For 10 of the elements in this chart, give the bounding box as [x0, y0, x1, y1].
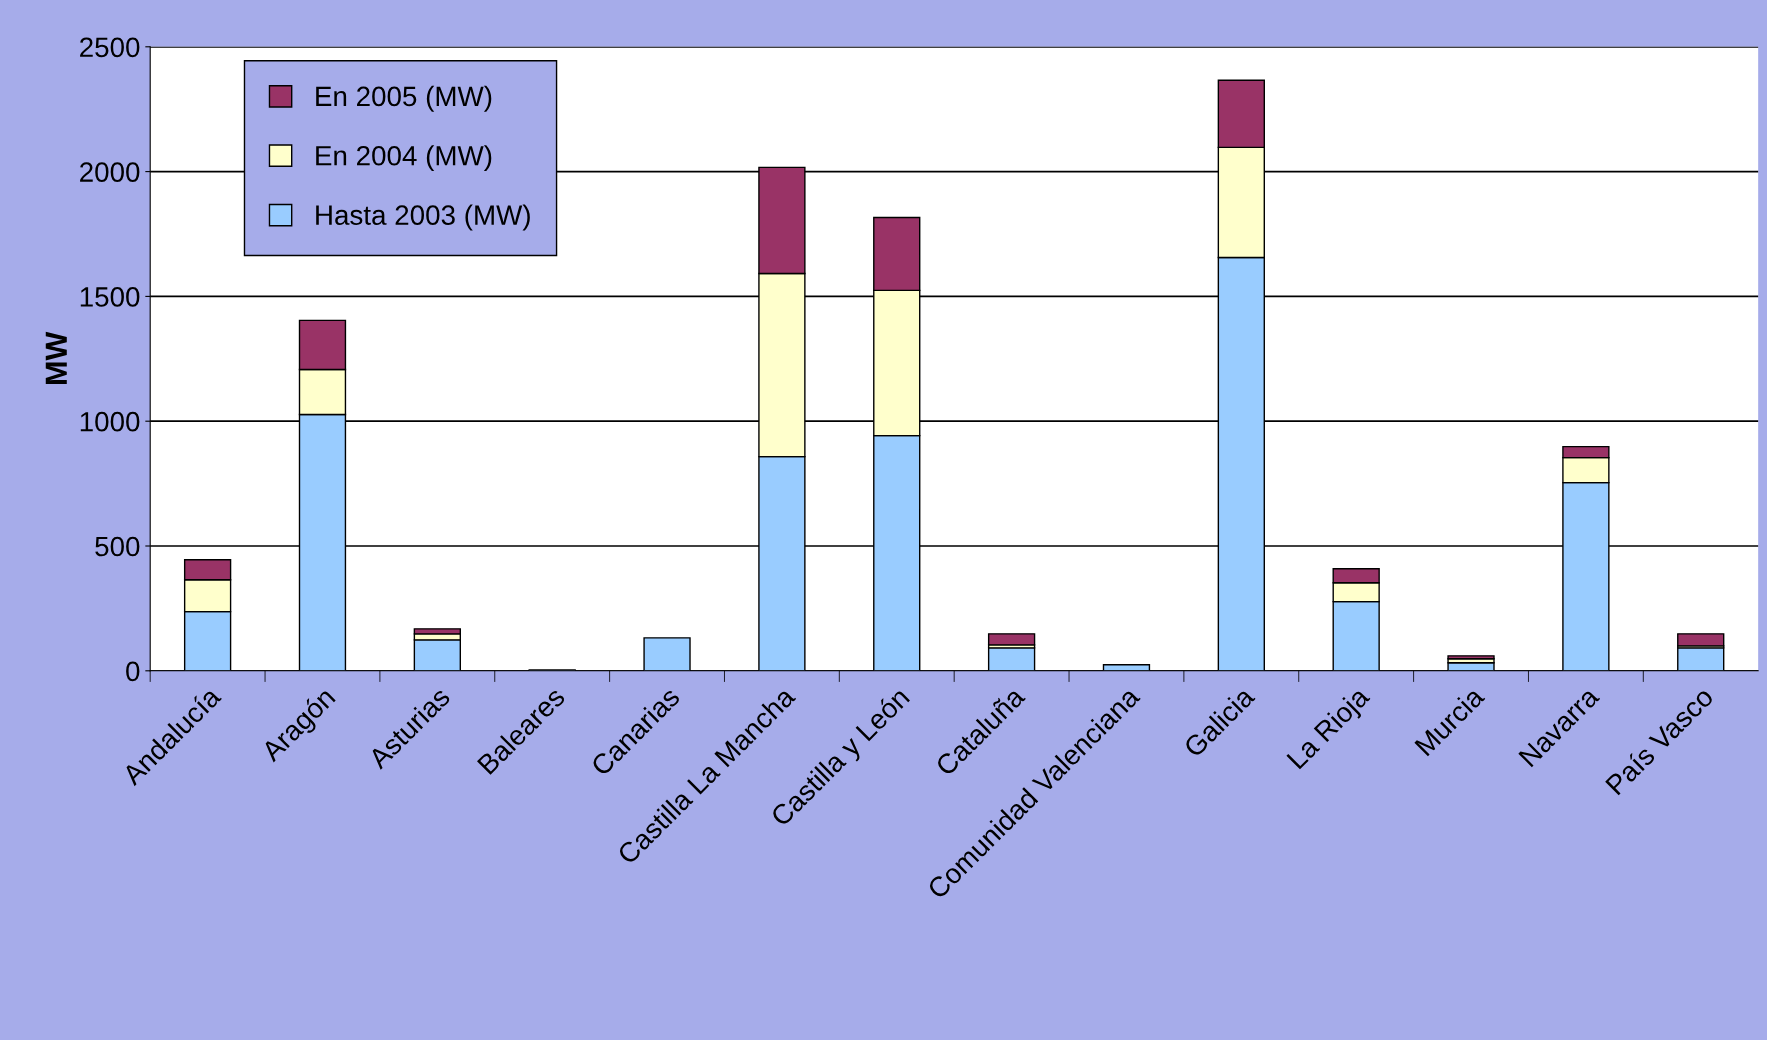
y-tick-label: 0	[126, 661, 140, 682]
y-tick-label: 1500	[80, 287, 140, 307]
y-tick-label: 2000	[80, 162, 140, 182]
legend-label: En 2004 (MW)	[316, 145, 492, 172]
legend-label: Hasta 2003 (MW)	[316, 204, 530, 231]
y-tick-label: 1000	[80, 411, 140, 432]
legend-label: En 2005 (MW)	[316, 85, 492, 112]
y-tick-label: 500	[95, 536, 140, 557]
y-tick-label: 2500	[80, 37, 140, 58]
y-axis-title: MW	[45, 331, 67, 384]
